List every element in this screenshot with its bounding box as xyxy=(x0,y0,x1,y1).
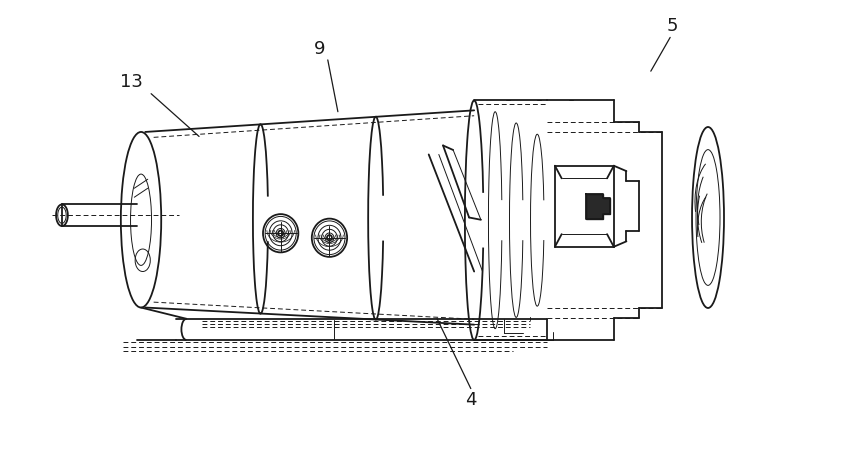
Text: 4: 4 xyxy=(465,391,477,409)
Text: 9: 9 xyxy=(314,40,325,58)
Polygon shape xyxy=(586,193,609,219)
Text: 5: 5 xyxy=(667,17,679,35)
Text: 13: 13 xyxy=(121,73,143,92)
